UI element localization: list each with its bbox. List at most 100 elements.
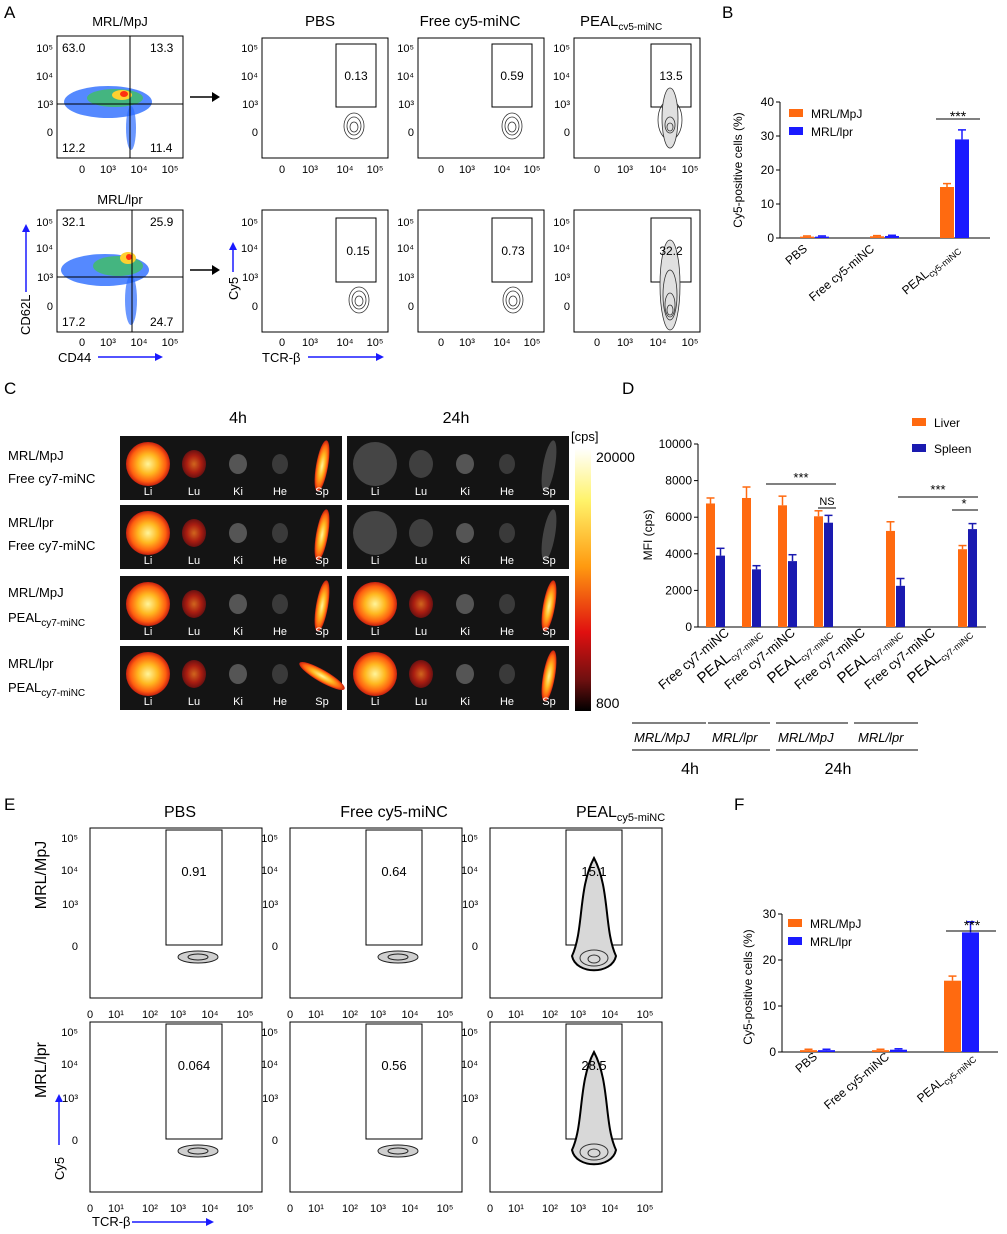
organ-label: Ki [233,486,243,498]
svg-text:0: 0 [438,337,444,349]
quadrant-br: 24.7 [150,315,174,329]
bar [716,555,725,627]
y-tick-label: 0 [472,1135,478,1147]
svg-text:0: 0 [279,337,285,349]
y-tick-label: 10 [763,999,777,1013]
dotplot-frame [56,209,184,333]
y-tick-label: 30 [761,129,775,143]
x-tick-label: 10¹ [108,1009,124,1021]
col-title-free: Free cy5-miNC [420,13,521,30]
organ-label: Sp [542,626,555,638]
svg-text:0.15: 0.15 [346,244,370,258]
organ-kidney [456,594,474,614]
y-tick-label: 0 [767,231,774,245]
panel-letter-d: D [622,379,634,398]
legend-swatch [789,109,803,117]
svg-text:10³: 10³ [37,272,53,284]
gate-value: 0.56 [381,1058,406,1073]
organ-heart [272,454,288,474]
y-tick-label: 10⁴ [61,1059,78,1071]
organ-label: Sp [542,696,555,708]
organ-lung [409,660,433,688]
svg-text:0: 0 [564,301,570,313]
y-tick-label: 10000 [659,437,693,451]
organ-label: Li [371,696,380,708]
y-tick-label: 0 [685,620,692,634]
svg-text:10⁴: 10⁴ [397,243,414,255]
bar [824,522,833,627]
svg-text:Free cy5-miNC: Free cy5-miNC [821,1049,892,1112]
x-tick-label: 10⁵ [237,1203,254,1215]
bar [962,932,979,1052]
svg-text:0: 0 [79,337,85,349]
quadrant-bl: 17.2 [62,315,86,329]
gate-box [165,829,223,946]
x-tick-label: 10² [342,1009,358,1021]
chart-d: 0 2000 4000 6000 8000 10000 Liver Spleen [659,416,986,634]
organ-label: He [500,696,514,708]
contour-plot: 32.2 [573,209,701,333]
organ-label: Lu [188,626,200,638]
svg-text:0: 0 [47,301,53,313]
organ-label: He [500,626,514,638]
flow-plot-frame [289,827,463,999]
panel-e-flow-grid: 0.91 10⁵ 10⁴ 10³ 0 0 10¹ 10² 10³ 10⁴ 10⁵ 0.64 10⁵ 10⁴… [61,827,663,1215]
x-tick-label: 0 [487,1009,493,1021]
y-tick-label: 0 [72,941,78,953]
svg-text:4h: 4h [681,761,699,778]
svg-text:10³: 10³ [617,337,633,349]
x-tick-label: 10⁵ [637,1009,654,1021]
x-tick-label: 10⁵ [237,1009,254,1021]
x-axis-label-tcrb: TCR-β [92,1214,131,1229]
legend-label: MRL/MpJ [811,107,862,121]
svg-text:10⁴: 10⁴ [131,337,148,349]
panel-letter-a: A [4,3,16,22]
svg-text:0: 0 [408,127,414,139]
y-tick-label: 10³ [462,1093,478,1105]
svg-text:MRL/MpJ: MRL/MpJ [634,730,690,745]
y-tick-label: 10⁴ [461,1059,478,1071]
x-tick-label: 0 [287,1203,293,1215]
organ-label: Sp [315,626,328,638]
organ-liver [353,652,397,696]
x-tick-label: 10¹ [508,1203,524,1215]
organ-label: Li [144,555,153,567]
organ-label: Lu [188,555,200,567]
color-scale-max: 20000 [596,449,635,465]
y-tick-label: 20 [763,953,777,967]
organ-label: Ki [460,486,470,498]
bar [778,505,787,627]
organ-kidney [229,523,247,543]
svg-text:MRL/MpJ: MRL/MpJ [8,448,64,463]
svg-text:10⁴: 10⁴ [650,337,667,349]
svg-text:10⁵: 10⁵ [367,337,384,349]
col-title-peal: PEALcv5-miNC [580,13,662,33]
bar [814,516,823,627]
x-tick-label: 0 [87,1203,93,1215]
bar [706,503,715,627]
col-title-pbs: PBS [164,804,196,821]
contour-ticks-row2: 10⁵ 10⁴ 10³ 0 10⁵ 10⁴ 10³ 0 10⁵ 10⁴ 10³ 0 0 10³ 10⁴… [241,217,698,349]
organ-spleen [314,440,330,492]
svg-text:10³: 10³ [242,272,258,284]
svg-text:PEALcy7-miNC: PEALcy7-miNC [8,610,85,629]
svg-text:PEALcy5-miNC: PEALcy5-miNC [899,241,963,299]
flow-plot-frame [489,1021,663,1193]
x-ticks: 0 10³ 10⁴ 10⁵ [79,164,178,176]
svg-text:Free cy5-miNC: Free cy5-miNC [806,241,877,304]
svg-text:PBS: PBS [793,1050,820,1076]
x-tick-label: 10² [142,1009,158,1021]
x-tick-label: 10⁴ [602,1009,619,1021]
chart-d-ylabel: MFI (cps) [641,510,655,561]
color-scale-min: 800 [596,695,620,711]
chart-b-xlabels: PBS Free cy5-miNC PEALcy5-miNC [783,241,964,304]
organ-label: He [273,696,287,708]
contour-plot: 0.15 [261,209,389,333]
organ-liver [126,652,170,696]
x-tick-label: 10⁵ [437,1203,454,1215]
organ-label: He [500,486,514,498]
svg-text:10⁵: 10⁵ [162,164,179,176]
x-tick-label: 10¹ [308,1203,324,1215]
y-tick-label: 10³ [262,899,278,911]
x-axis-arrow-icon [308,353,384,361]
